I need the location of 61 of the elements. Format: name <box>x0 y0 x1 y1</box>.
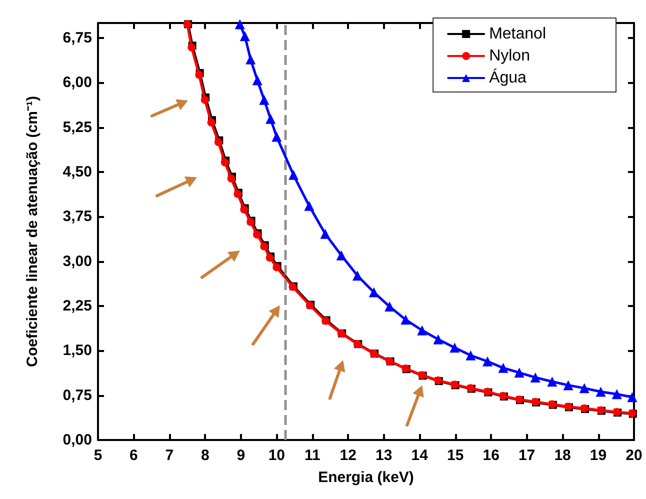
x-tick-label: 12 <box>340 447 356 464</box>
legend-label: Metanol <box>489 26 546 42</box>
point <box>596 386 606 397</box>
point <box>240 31 250 42</box>
point <box>482 356 492 366</box>
x-axis-title: Energia (keV) <box>318 469 414 486</box>
y-tick-label: 5,25 <box>62 118 92 136</box>
y-axis-title: Coeficiente linear de atenuação (cm⁻¹) <box>24 96 41 367</box>
point <box>368 287 379 298</box>
point <box>272 132 282 142</box>
legend-label: Nylon <box>489 48 530 64</box>
x-tick-label: 7 <box>165 447 174 464</box>
point <box>450 342 460 353</box>
x-tick-label: 10 <box>268 447 286 464</box>
y-tick-label: 4,50 <box>62 163 92 180</box>
point <box>498 362 508 373</box>
y-tick-label: 0,00 <box>62 432 92 448</box>
point <box>234 19 245 30</box>
x-tick-label: 16 <box>482 447 500 464</box>
point <box>304 200 314 211</box>
point <box>612 389 622 400</box>
x-tick-label: 5 <box>94 447 102 464</box>
y-tick-label: 3,75 <box>62 208 92 226</box>
x-tick-label: 19 <box>590 447 607 464</box>
point <box>259 94 270 105</box>
x-tick-label: 9 <box>236 447 246 464</box>
y-tick-label: 0,75 <box>62 386 92 404</box>
point <box>400 314 411 325</box>
point <box>530 372 540 382</box>
point <box>384 302 395 312</box>
point <box>336 250 346 260</box>
legend-label: Água <box>489 68 527 86</box>
point <box>627 392 638 402</box>
point <box>547 376 558 387</box>
y-tick-label: 1,50 <box>62 342 92 360</box>
point <box>246 54 256 64</box>
point <box>320 228 330 239</box>
point <box>433 334 444 344</box>
x-tick-label: 8 <box>201 447 210 464</box>
point <box>579 383 590 394</box>
point <box>352 270 362 281</box>
x-tick-label: 15 <box>446 447 464 464</box>
x-tick-label: 17 <box>518 447 536 464</box>
y-tick-label: 6,75 <box>62 29 92 46</box>
point <box>417 325 428 336</box>
point <box>563 380 574 390</box>
x-tick-label: 14 <box>411 447 429 464</box>
x-tick-label: 18 <box>554 447 571 464</box>
point <box>266 114 276 124</box>
x-tick-label: 6 <box>130 447 138 464</box>
x-tick-label: 13 <box>376 447 392 464</box>
point <box>466 350 476 360</box>
point <box>200 96 209 104</box>
y-tick-label: 3,00 <box>62 252 92 270</box>
y-tick-label: 2,25 <box>62 297 92 314</box>
x-tick-label: 11 <box>304 447 320 464</box>
y-tick-label: 6,00 <box>62 74 92 92</box>
x-tick-label: 20 <box>626 447 642 464</box>
point <box>288 170 298 180</box>
point <box>252 75 262 86</box>
point <box>514 368 524 378</box>
